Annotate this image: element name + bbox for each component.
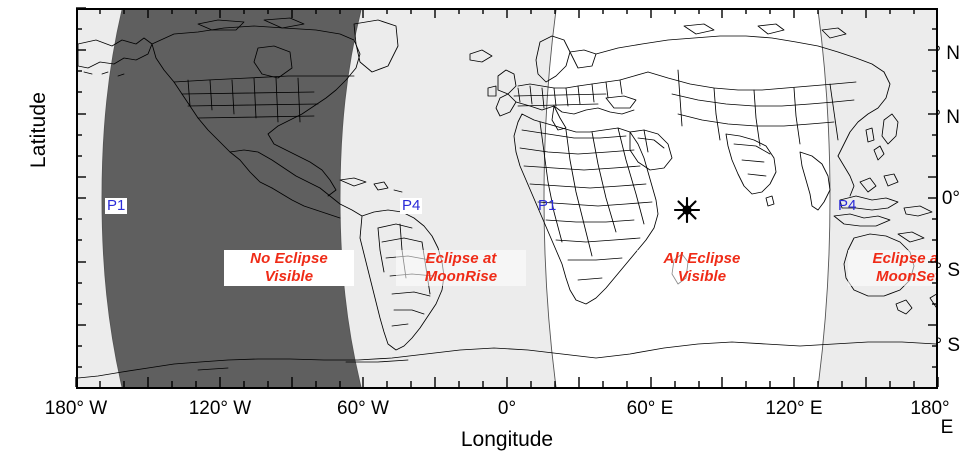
annotation-line-1: Eclipse at [848,250,936,268]
region-eclipse-at-moonrise [340,10,556,387]
contact-label-p1-west: P1 [105,197,128,214]
x-tick-label-180w: 180° W [16,399,136,418]
annotation-line-1: Eclipse at [396,250,526,268]
annotation-line-2: Visible [637,268,767,286]
x-tick-label-60w: 60° W [303,399,423,418]
x-tick-text-2: E [940,417,954,438]
x-tick-text: 120° W [188,398,252,419]
annotation-all-eclipse-visible: All Eclipse Visible [637,250,767,286]
x-tick-text: 180° [910,398,950,419]
annotation-no-eclipse-visible: No Eclipse Visible [224,250,354,286]
x-tick-text: 60° W [337,398,389,419]
x-tick-label-180e: 180° E [870,399,960,437]
annotation-eclipse-at-moonrise: Eclipse at MoonRise [396,250,526,286]
x-tick-text: 180° W [44,398,108,419]
annotation-line-2: MoonSet [848,268,936,286]
contact-label-p4-west: P4 [400,197,423,214]
region-moonset-wrap-strip [78,10,122,387]
x-tick-label-0: 0° [447,399,567,418]
x-tick-text: 60° E [626,398,674,419]
annotation-line-2: Visible [224,268,354,286]
contact-label-p1-east: P1 [538,197,557,214]
terminator-lines [101,10,831,387]
annotation-line-1: No Eclipse [224,250,354,268]
region-no-eclipse-visible [102,10,361,387]
x-tick-text: 120° E [765,398,823,419]
star-burst-icon [674,197,700,223]
x-axis-title: Longitude [460,428,554,451]
y-tick-label-0: 0° [941,188,960,209]
contact-label-p4-east: P4 [838,197,857,214]
x-tick-label-60e: 60° E [590,399,710,418]
x-tick-text: 0° [497,398,517,419]
world-map-svg [78,10,936,387]
map-plot-area: No Eclipse Visible Eclipse at MoonRise A… [76,8,938,389]
x-tick-label-120e: 120° E [734,399,854,418]
y-axis-title: Latitude [27,91,50,169]
annotation-eclipse-at-moonset: Eclipse at MoonSet [848,250,936,286]
annotation-line-2: MoonRise [396,268,526,286]
coastlines-and-borders [78,17,936,379]
region-eclipse-at-moonset [818,10,936,387]
x-tick-label-120w: 120° W [160,399,280,418]
annotation-line-1: All Eclipse [637,250,767,268]
